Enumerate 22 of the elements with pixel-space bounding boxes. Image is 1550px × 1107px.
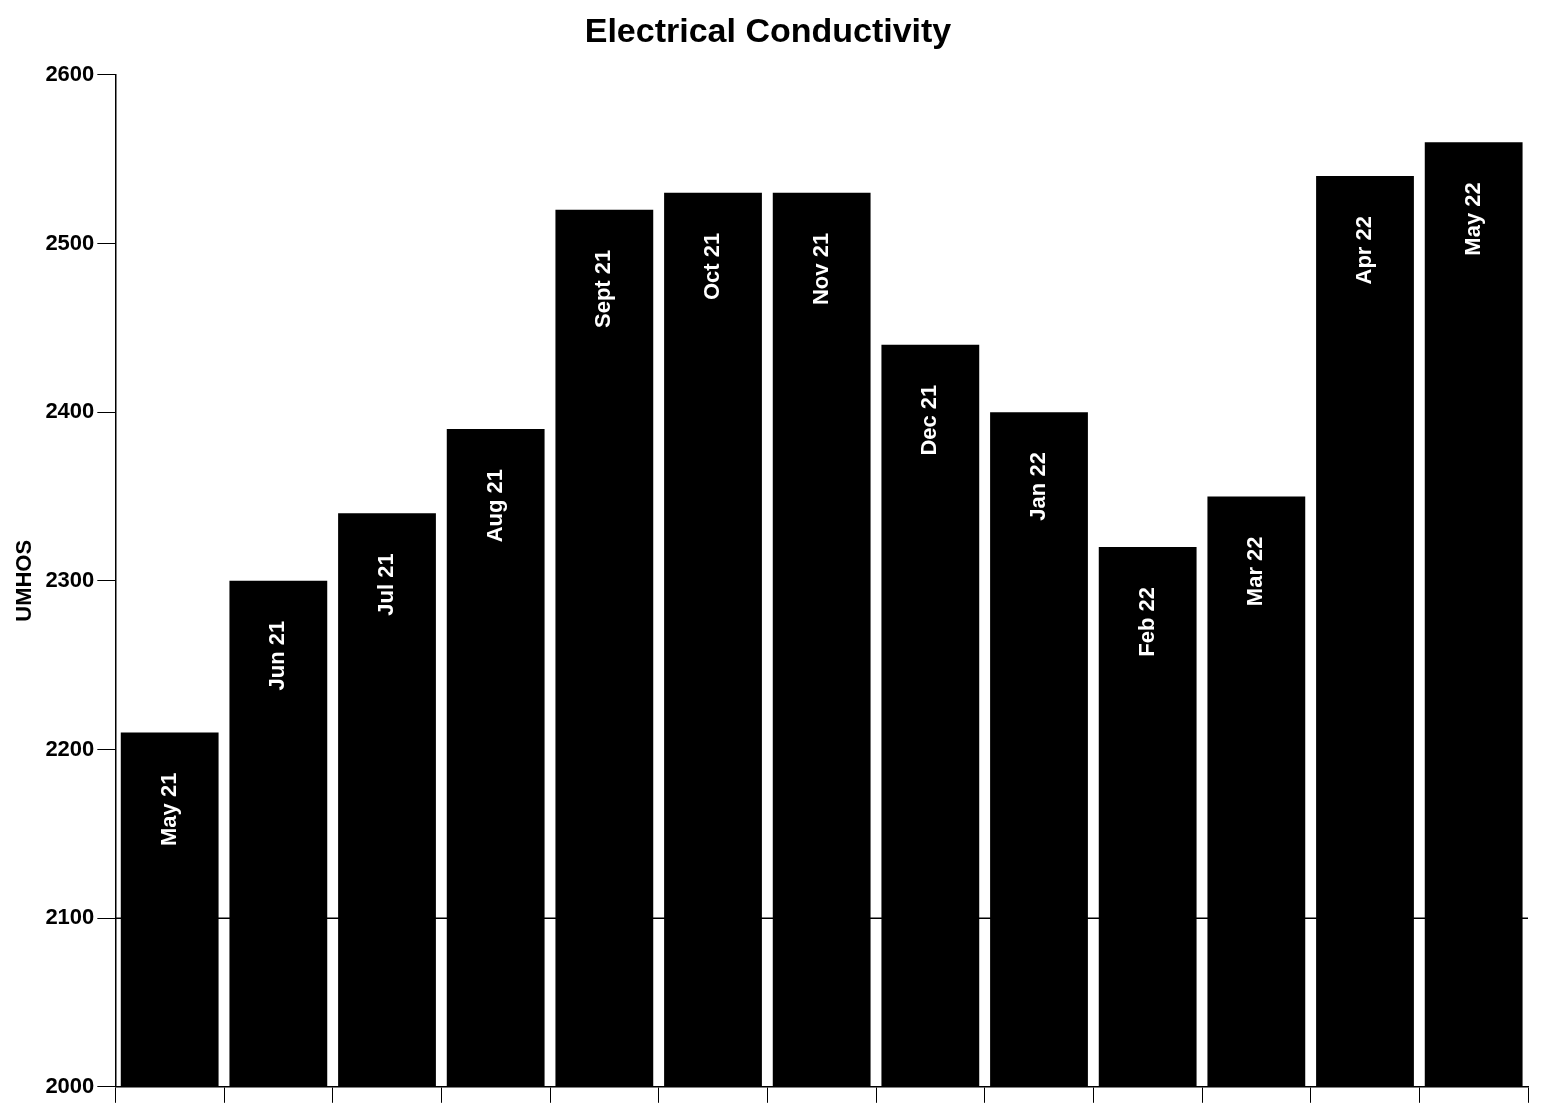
x-tick-label: Oct 21 <box>699 232 725 301</box>
y-tick-label: 2500 <box>45 229 95 255</box>
x-tick-label: Jan 22 <box>1025 452 1051 521</box>
y-axis-title: UMHOS <box>11 539 37 622</box>
y-tick-label: 2200 <box>45 735 95 761</box>
x-tick-label: Aug 21 <box>481 468 507 543</box>
y-tick-label: 2400 <box>45 398 95 424</box>
x-tick-label: Feb 22 <box>1133 587 1159 657</box>
x-tick-label: Jun 21 <box>264 620 290 691</box>
x-tick-label: May 22 <box>1459 182 1485 256</box>
x-tick-label: Jul 21 <box>373 553 399 616</box>
x-tick-label: Mar 22 <box>1242 536 1268 607</box>
x-tick-label: Dec 21 <box>916 384 942 456</box>
x-tick-label: Nov 21 <box>807 232 833 306</box>
y-tick-label: 2600 <box>45 60 95 86</box>
x-tick-label: Sept 21 <box>590 249 616 328</box>
x-tick-label: Apr 22 <box>1351 215 1377 285</box>
y-tick-label: 2000 <box>45 1072 95 1098</box>
y-tick-label: 2300 <box>45 566 95 592</box>
y-tick-label: 2100 <box>45 904 95 930</box>
chart-title: Electrical Conductivity <box>584 10 952 49</box>
x-tick-label: May 21 <box>155 772 181 846</box>
